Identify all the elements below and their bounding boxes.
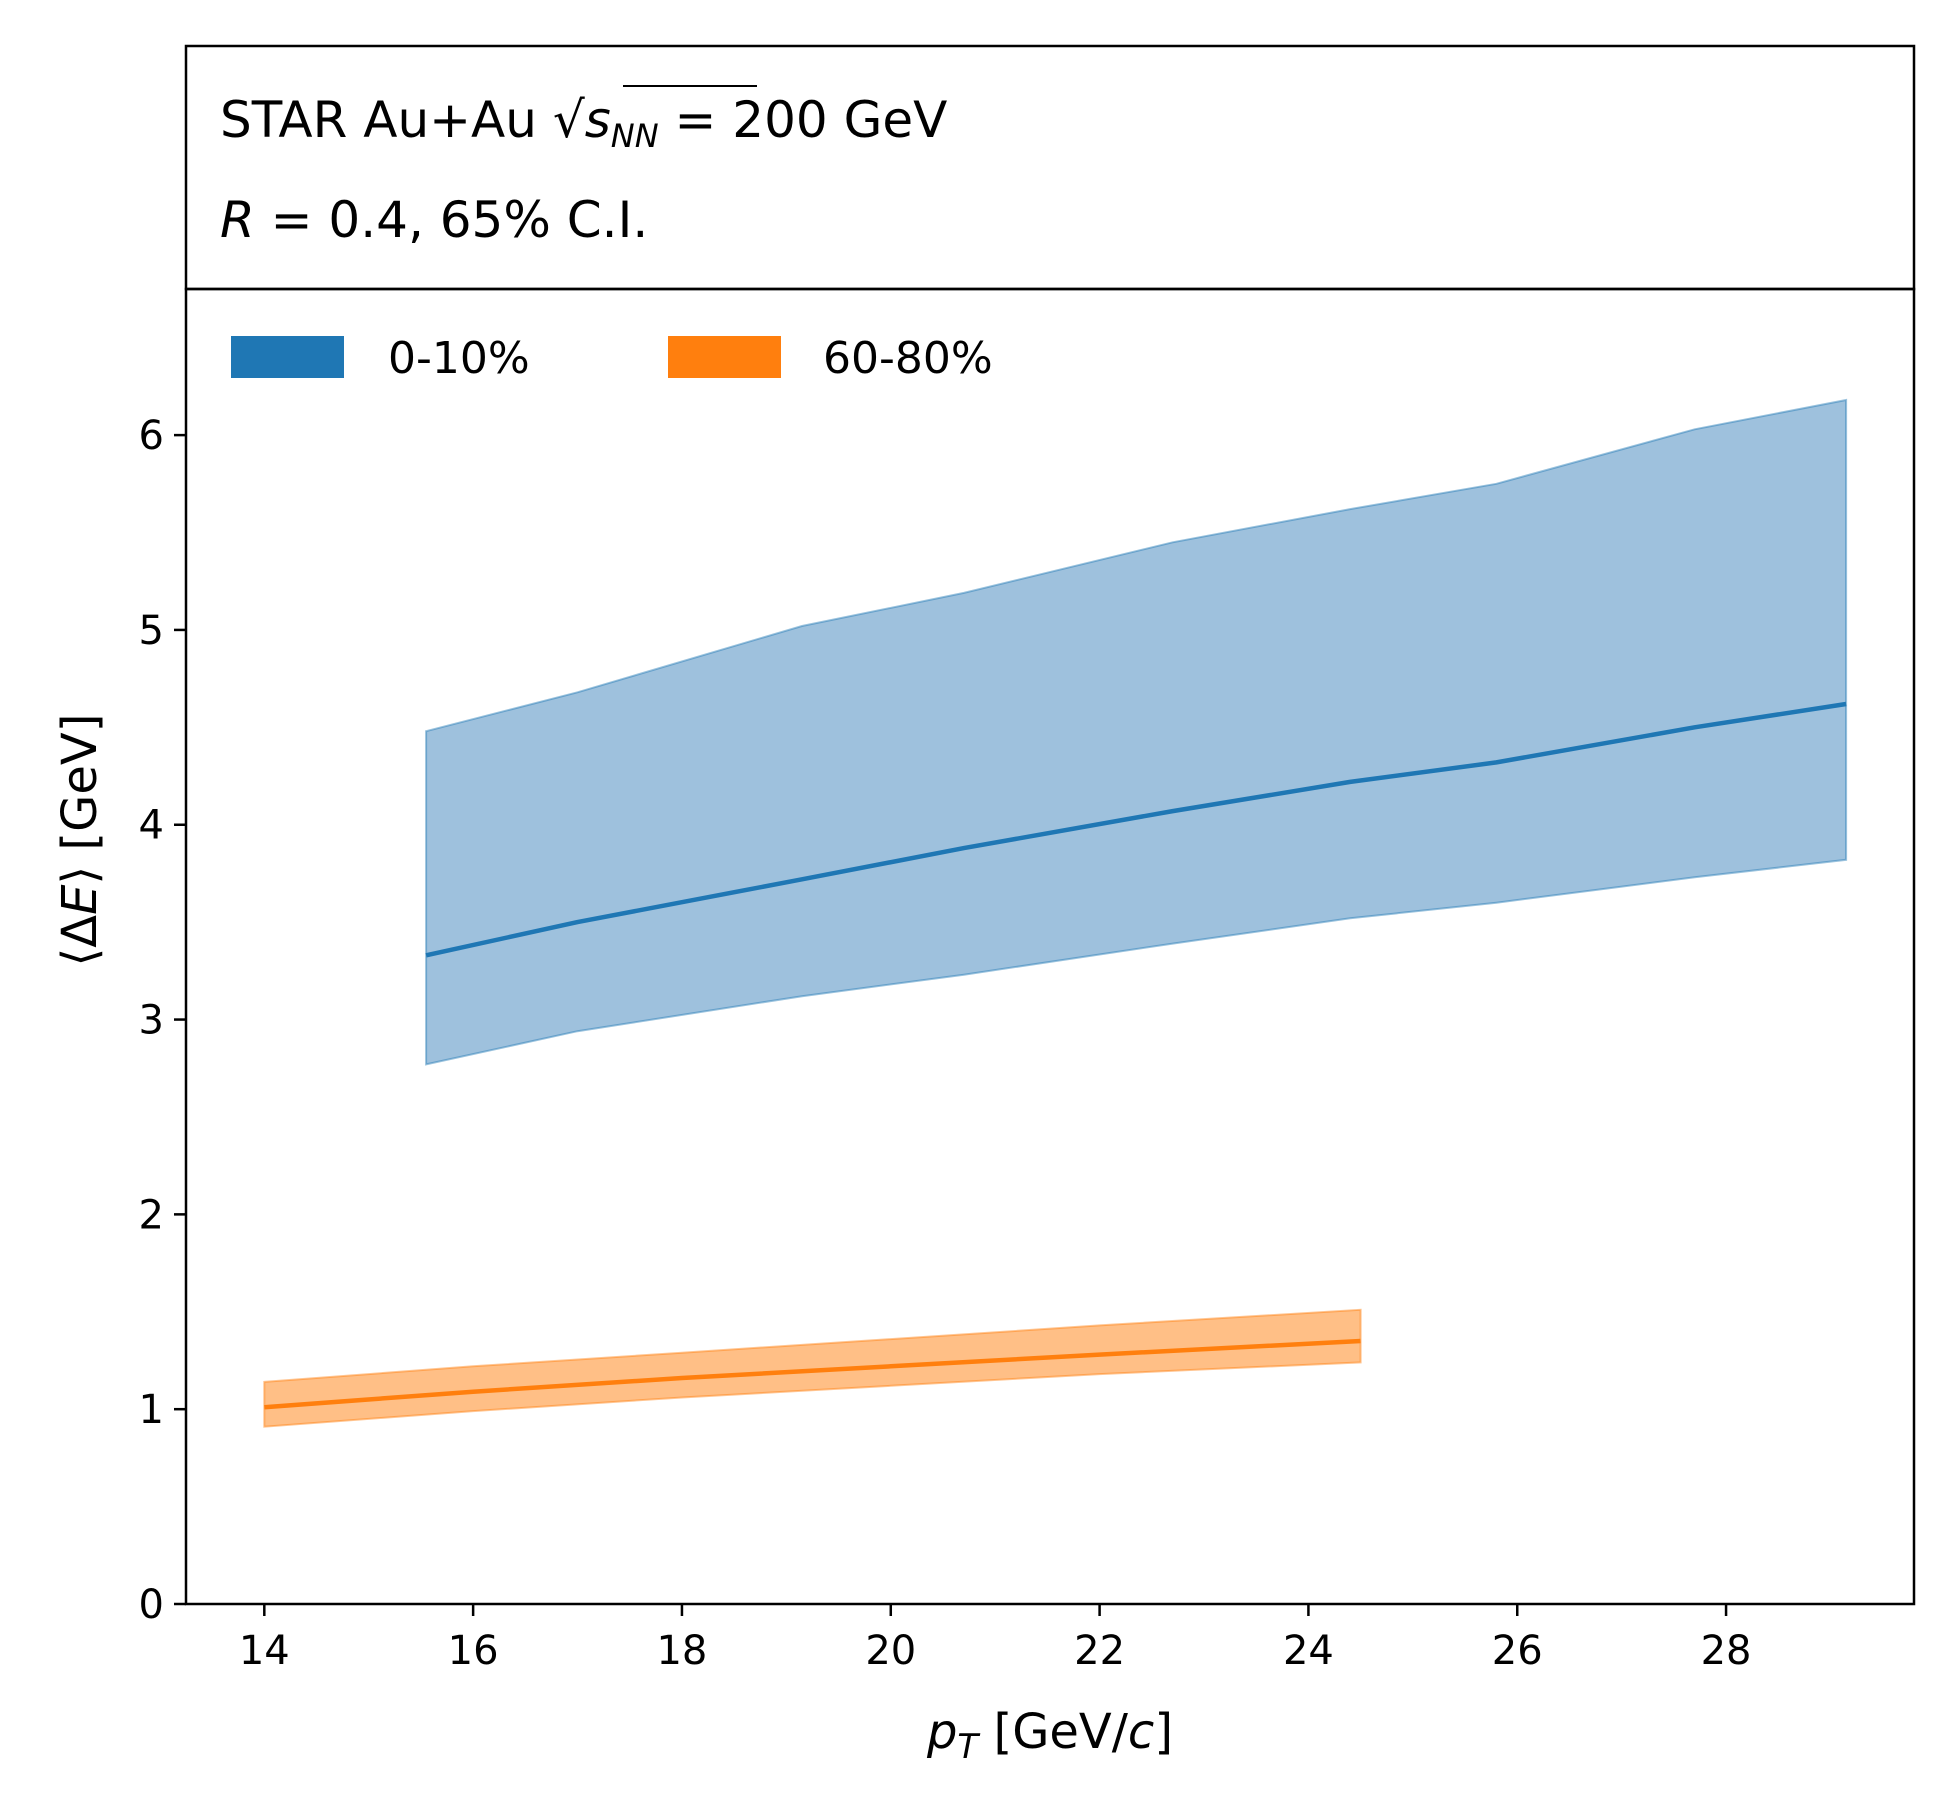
x-axis-title: pT [GeV/c] [926,1704,1173,1767]
plot-frame [184,287,1916,1606]
y-tick-label: 1 [139,1387,164,1433]
legend-label-0-10: 0-10% [388,333,530,384]
y-tick-label: 3 [139,998,164,1044]
y-tick-label: 4 [139,803,164,849]
x-tick-label: 22 [1074,1628,1125,1674]
y-tick-label: 6 [139,413,164,459]
legend-label-60-80: 60-80% [823,333,993,384]
line-0-10 [425,701,1847,958]
y-axis-title: ⟨ΔE⟩ [GeV] [52,714,108,967]
header-frame [184,44,1916,291]
band-60-80 [263,1308,1362,1428]
x-tick-label: 24 [1283,1628,1334,1674]
band-0-10 [425,398,1848,1066]
plot-area: 14 16 18 20 22 24 26 28 0 1 2 3 4 5 6 [139,287,1916,1674]
y-axis-ticks: 0 1 2 3 4 5 6 [139,413,186,1628]
header-box: STAR Au+Au √sNN = 200 GeV R = 0.4, 65% C… [184,44,1916,291]
sqrt-symbol: √ [553,91,585,149]
x-tick-label: 28 [1701,1628,1752,1674]
x-tick-label: 26 [1492,1628,1543,1674]
legend-swatch-60-80 [668,336,781,378]
x-tick-label: 16 [448,1628,499,1674]
x-tick-label: 18 [656,1628,707,1674]
y-tick-label: 5 [139,608,164,654]
x-tick-label: 20 [865,1628,916,1674]
y-tick-label: 2 [139,1192,164,1238]
y-tick-label: 0 [139,1582,164,1628]
legend: 0-10% 60-80% [231,333,993,384]
series-lines [264,701,1847,1410]
confidence-bands [263,398,1848,1428]
header-line2: R = 0.4, 65% C.I. [220,191,648,249]
x-axis-ticks: 14 16 18 20 22 24 26 28 [239,1604,1752,1674]
x-tick-label: 14 [239,1628,290,1674]
line-60-80 [264,1338,1361,1410]
legend-swatch-0-10 [231,336,344,378]
header-line1: STAR Au+Au √sNN = 200 GeV [220,91,947,155]
